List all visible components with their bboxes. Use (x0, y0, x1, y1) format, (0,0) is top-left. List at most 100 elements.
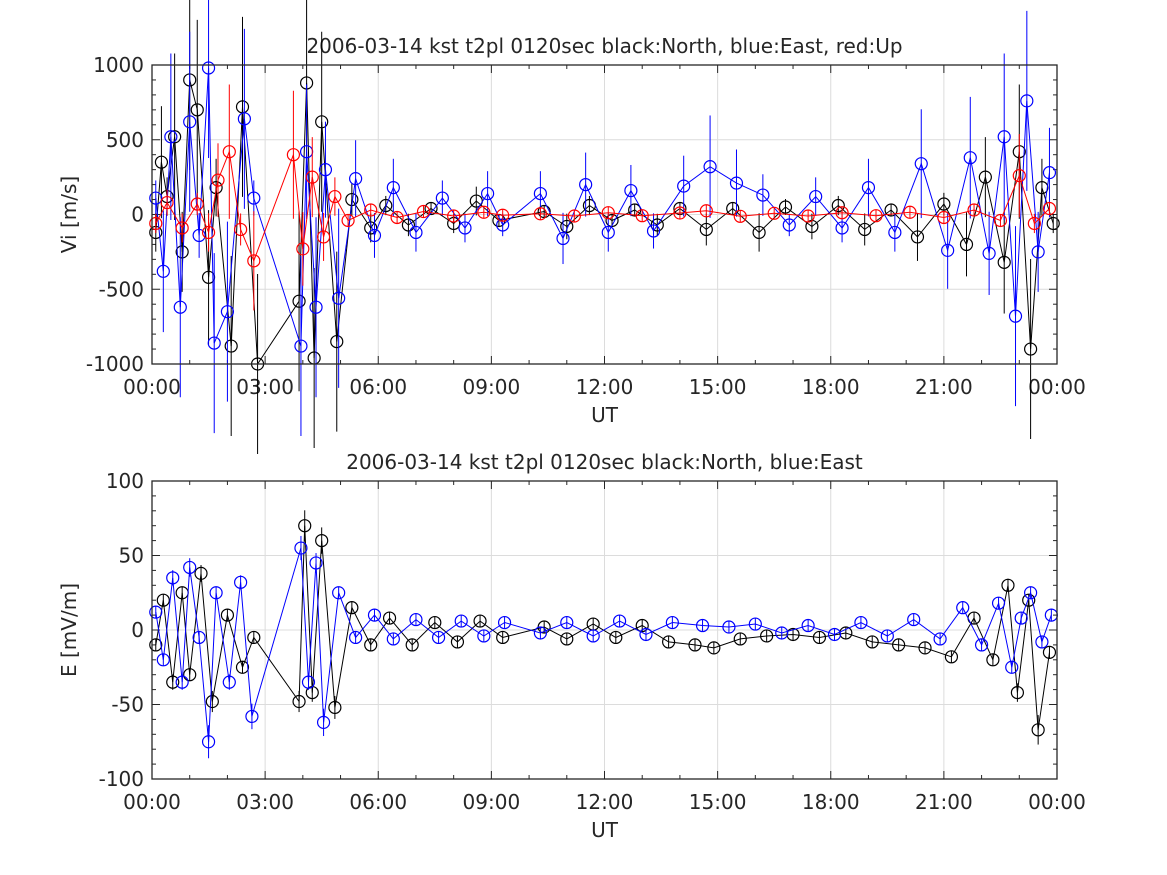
series-0 (149, 510, 1057, 745)
data-point (835, 221, 849, 235)
x-tick-label: 00:00 (1028, 790, 1086, 814)
y-tick-label: 1000 (93, 53, 144, 77)
data-point (296, 242, 310, 256)
data-point (166, 571, 180, 585)
data-point (224, 339, 238, 353)
data-point (892, 638, 906, 652)
data-point (164, 130, 178, 144)
data-point (201, 735, 216, 749)
data-point (982, 246, 996, 260)
data-point (533, 186, 547, 201)
x-tick-label: 21:00 (915, 790, 973, 814)
data-point (428, 615, 442, 630)
x-tick-label: 12:00 (576, 375, 634, 399)
data-point (1046, 216, 1060, 231)
data-point (699, 204, 713, 218)
series-1 (149, 0, 1057, 437)
data-point (861, 180, 876, 195)
data-point (967, 203, 981, 217)
data-point (1014, 611, 1028, 625)
data-point (205, 694, 219, 709)
data-point (154, 155, 169, 169)
data-point (963, 151, 977, 165)
series-1 (149, 535, 1058, 759)
data-point (586, 629, 600, 643)
data-point (756, 188, 770, 202)
data-point (1042, 645, 1057, 659)
data-point (220, 305, 235, 319)
data-point (175, 221, 189, 235)
data-point (729, 176, 744, 190)
data-point (560, 615, 574, 630)
data-point (364, 203, 378, 217)
data-point (677, 179, 691, 193)
data-point (918, 641, 932, 655)
x-axis-label: UT (591, 818, 619, 842)
data-point (1024, 342, 1038, 356)
y-tick-label: 0 (131, 203, 144, 227)
y-tick-label: -100 (99, 767, 144, 791)
y-tick-label: 0 (131, 618, 144, 642)
data-point (390, 210, 404, 225)
data-point (1024, 586, 1038, 600)
data-point (481, 186, 495, 201)
data-point (1031, 723, 1045, 737)
data-point (722, 620, 736, 634)
data-point (458, 221, 472, 235)
data-point (345, 601, 359, 615)
data-point (914, 157, 928, 171)
data-point (386, 180, 400, 195)
data-point (294, 541, 308, 555)
chart-title: 2006-03-14 kst t2pl 0120sec black:North,… (306, 34, 902, 58)
data-point (537, 204, 551, 219)
data-point (173, 300, 187, 314)
data-point (447, 209, 461, 223)
x-tick-label: 06:00 (349, 790, 407, 814)
data-point (854, 615, 868, 630)
data-point (733, 209, 747, 223)
data-point (209, 180, 223, 195)
data-point (364, 221, 378, 235)
data-point (733, 632, 747, 646)
data-point (168, 130, 182, 144)
x-tick-label: 18:00 (802, 375, 860, 399)
data-point (294, 339, 308, 353)
data-point (405, 638, 419, 652)
data-point (858, 222, 872, 237)
data-point (1035, 180, 1049, 195)
data-point (316, 230, 331, 244)
data-point (748, 617, 762, 631)
data-point (884, 203, 898, 217)
data-point (835, 206, 849, 220)
data-point (533, 207, 547, 221)
x-tick-label: 18:00 (802, 790, 860, 814)
x-tick-label: 15:00 (689, 790, 747, 814)
y-tick-label: -50 (111, 693, 144, 717)
data-point (209, 586, 223, 600)
data-point (235, 660, 250, 674)
y-tick-label: 500 (106, 128, 144, 152)
data-point (247, 191, 261, 205)
data-point (183, 115, 197, 129)
data-point (315, 533, 329, 548)
data-point (1005, 660, 1019, 674)
data-point (869, 209, 883, 223)
data-point (986, 653, 1000, 667)
data-point (292, 294, 306, 308)
x-axis-label: UT (591, 403, 619, 427)
data-point (612, 614, 627, 628)
data-point (341, 213, 355, 228)
data-point (907, 612, 921, 627)
data-point (431, 630, 446, 645)
data-point (156, 264, 170, 278)
data-point (301, 675, 316, 689)
x-tick-label: 03:00 (236, 790, 294, 814)
data-point (956, 601, 970, 615)
data-point (888, 225, 902, 240)
y-axis-label: Vi [m/s] (57, 176, 81, 253)
data-point (993, 213, 1008, 228)
e-field-panel: 2006-03-14 kst t2pl 0120sec black:North,… (57, 450, 1086, 842)
data-point (601, 206, 615, 220)
data-point (309, 300, 323, 314)
series-2 (149, 84, 1057, 311)
